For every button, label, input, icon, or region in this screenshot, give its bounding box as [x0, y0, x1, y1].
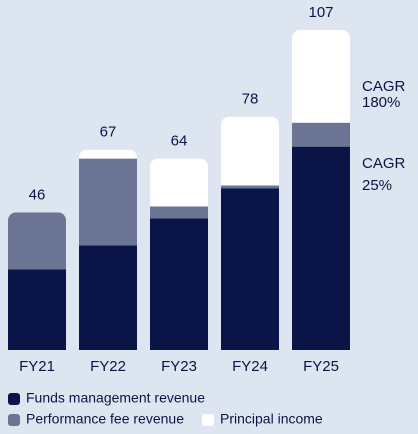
x-tick-label: FY24: [232, 358, 268, 375]
legend-swatch: [202, 414, 214, 426]
bar-stack: [79, 149, 137, 350]
legend-label: Principal income: [220, 411, 323, 427]
total-label: 64: [171, 133, 188, 150]
bar-segment: [292, 146, 350, 350]
x-tick-label: FY21: [19, 358, 55, 375]
bar-segment: [79, 245, 137, 350]
legend-swatch: [8, 414, 20, 426]
x-tick-label: FY25: [303, 358, 339, 375]
total-label: 78: [242, 91, 259, 108]
bar-segment: [221, 116, 279, 186]
total-label: 67: [100, 124, 117, 141]
bar-segment: [221, 188, 279, 350]
bar-segment: [79, 149, 137, 159]
bar-stack: [8, 212, 66, 350]
bar-segment: [150, 158, 208, 207]
x-tick-label: FY22: [90, 358, 126, 375]
legend-label: Funds management revenue: [26, 390, 205, 406]
annotation: CAGR: [362, 78, 406, 95]
bar-segment: [8, 212, 66, 270]
bar-stack: [150, 158, 208, 350]
annotation: 180%: [362, 94, 400, 111]
total-label: 46: [29, 186, 46, 203]
bar-segment: [292, 30, 350, 123]
bar-segment: [150, 218, 208, 350]
total-label: 107: [308, 4, 333, 21]
bar-segment: [8, 269, 66, 350]
bar-segment: [292, 122, 350, 147]
x-tick-label: FY23: [161, 358, 197, 375]
annotation: 25%: [362, 177, 392, 194]
legend-label: Performance fee revenue: [26, 411, 184, 427]
bar-segment: [221, 185, 279, 189]
bar-segment: [150, 206, 208, 219]
bar-stack: [221, 116, 279, 350]
annotation: CAGR: [362, 155, 406, 172]
bar-segment: [79, 158, 137, 246]
legend-swatch: [8, 393, 20, 405]
bar-stack: [292, 30, 350, 350]
